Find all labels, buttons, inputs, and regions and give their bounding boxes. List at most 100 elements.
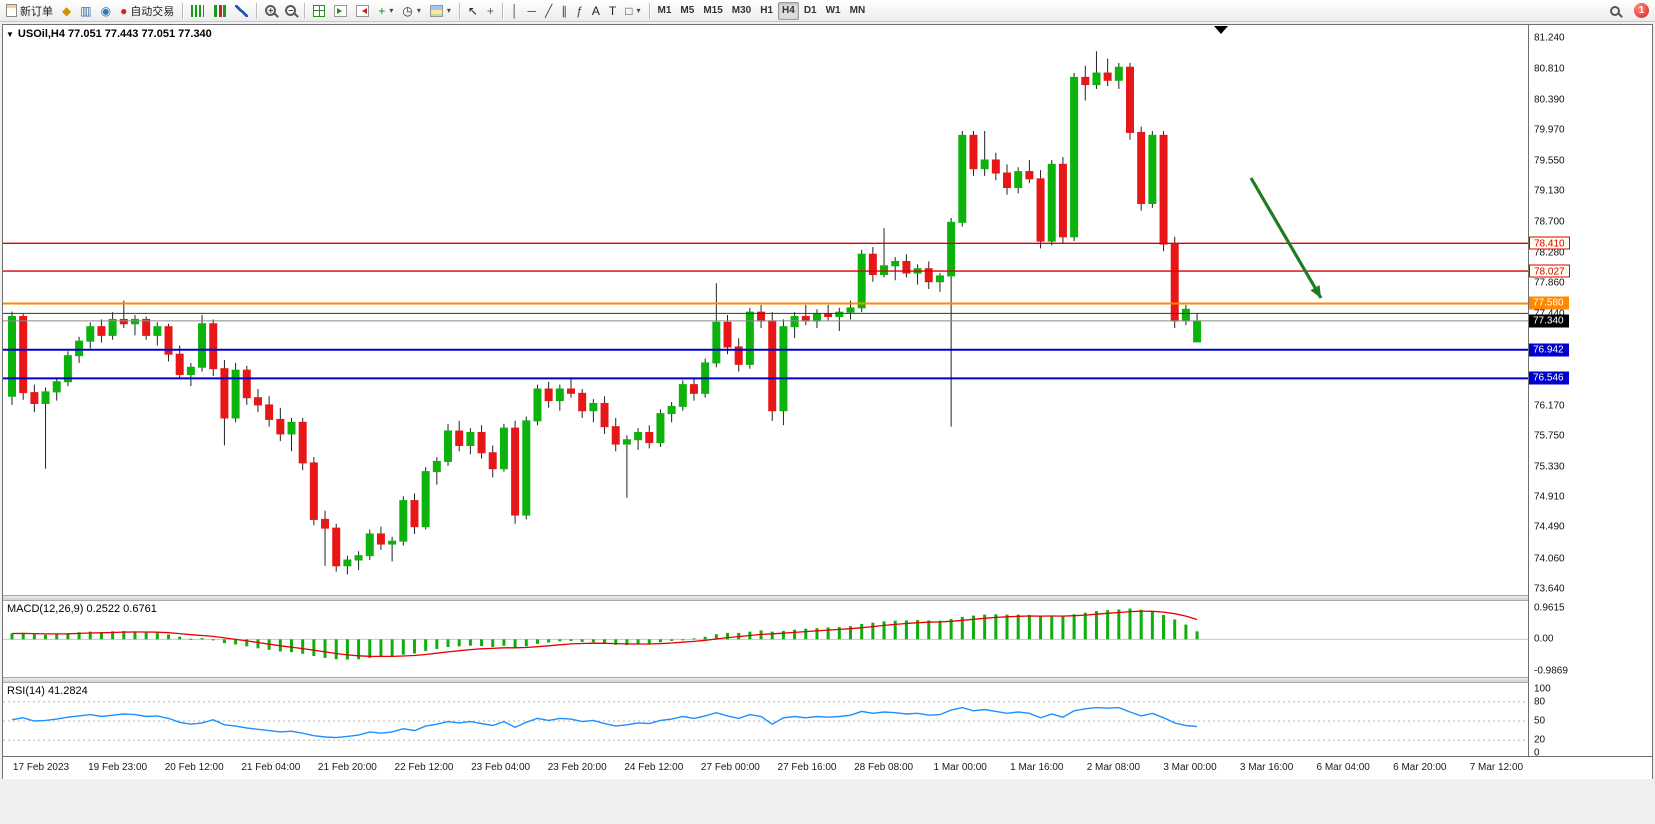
button-label: MN [849,5,866,16]
label-icon: T [608,3,617,18]
chart-shift-button[interactable] [352,2,373,20]
price-badge-77.580: 77.580 [1529,296,1569,310]
axis-label: 100 [1534,683,1551,695]
timeframe-m30[interactable]: M30 [728,2,755,20]
time-label: 20 Feb 12:00 [164,762,224,773]
time-axis[interactable]: 17 Feb 2023 19 Feb 23:00 20 Feb 12:00 21 Fe… [3,756,1652,779]
macd-chart-canvas[interactable] [3,601,1528,677]
tile-windows-icon [313,4,326,17]
toolbar-separator [256,2,258,19]
cursor-icon: ↖ [467,3,478,18]
horizontal-line-button[interactable]: ─ [523,2,540,20]
chart-symbol-title: ▼ USOil,H4 77.051 77.443 77.051 77.340 [6,28,212,40]
vertical-line-button[interactable]: │ [507,2,523,20]
profiles-button[interactable]: ▥ [76,2,95,20]
timeframe-w1[interactable]: W1 [822,2,845,20]
indicators-icon: + [378,3,386,18]
vertical-line-icon: │ [510,3,519,18]
line-chart-button[interactable] [231,2,252,20]
time-label: 24 Feb 12:00 [624,762,684,773]
price-badge-76.546: 76.546 [1529,371,1569,385]
dropdown-arrow-icon: ▾ [446,6,451,15]
fibonacci-button[interactable]: ƒ [572,2,587,20]
bar-chart-icon [191,4,205,17]
crosshair-button[interactable]: + [483,2,498,20]
timeframe-m15[interactable]: M15 [699,2,726,20]
chart-shift-marker[interactable] [1214,26,1228,34]
cursor-button[interactable]: ↖ [464,2,482,20]
indicators-button[interactable]: + ▾ [374,2,397,20]
text-button[interactable]: A [588,2,604,20]
autotrading-icon: ● [120,3,128,18]
axis-label: 80 [1534,696,1546,708]
rsi-chart-canvas[interactable] [3,683,1528,756]
timeframe-m5[interactable]: M5 [676,2,698,20]
channel-button[interactable]: ∥ [557,2,571,20]
macd-signal-line [11,610,1198,658]
zoom-out-icon [285,5,297,16]
axis-label: 79.130 [1534,185,1565,197]
dropdown-arrow-icon: ▾ [636,6,641,15]
notifications-badge[interactable]: 1 [1634,3,1649,18]
axis-label: 73.640 [1534,583,1565,595]
trend-arrow[interactable] [1249,177,1323,299]
shapes-button[interactable]: □ ▾ [621,2,644,20]
axis-label: 74.490 [1534,521,1565,533]
time-label: 23 Feb 04:00 [471,762,531,773]
templates-button[interactable]: ▾ [426,2,455,20]
price-panel: ▼ USOil,H4 77.051 77.443 77.051 77.340 [3,25,1528,595]
dropdown-arrow-icon: ▾ [389,6,394,15]
time-label: 27 Feb 00:00 [700,762,760,773]
time-label: 22 Feb 12:00 [394,762,454,773]
time-label: 6 Mar 20:00 [1393,762,1447,773]
price-axis[interactable]: 81.240 80.810 80.390 79.970 79.550 79.130 78.7… [1528,25,1652,759]
axis-label: 79.550 [1534,155,1565,167]
tile-windows-button[interactable] [309,2,329,20]
zoom-in-icon [265,5,277,16]
rsi-line [11,706,1198,739]
auto-scroll-button[interactable] [330,2,351,20]
bar-chart-button[interactable] [187,2,208,20]
trendline-button[interactable]: ╱ [541,2,556,20]
periods-icon: ◷ [402,3,413,18]
button-label: H4 [782,5,795,16]
price-chart-canvas[interactable] [3,25,1528,595]
axis-label: 0.00 [1534,633,1554,645]
timeframe-d1[interactable]: D1 [800,2,821,20]
time-label: 23 Feb 20:00 [547,762,607,773]
metaeditor-button[interactable]: ◆ [58,2,75,20]
candlestick-chart-button[interactable] [209,2,230,20]
market-watch-button[interactable]: ◉ [97,2,115,20]
time-label: 1 Mar 16:00 [1010,762,1064,773]
timeframe-mn[interactable]: MN [846,2,870,20]
toolbar-separator [304,2,306,19]
axis-label: 74.060 [1534,553,1565,565]
axis-label: 0 [1534,747,1540,759]
autotrading-button[interactable]: ● 自动交易 [116,2,178,20]
panel-splitter-rsi[interactable] [3,677,1652,683]
periods-button[interactable]: ◷ ▾ [398,2,425,20]
timeframe-m1[interactable]: M1 [654,2,676,20]
metaeditor-icon: ◆ [62,3,72,18]
axis-label: 81.240 [1534,32,1565,44]
time-label: 3 Mar 16:00 [1239,762,1294,773]
axis-label: -0.9869 [1534,665,1568,677]
zoom-in-button[interactable] [261,2,280,20]
search-button[interactable] [1606,2,1628,20]
label-button[interactable]: T [605,2,620,20]
axis-label: 50 [1534,715,1546,727]
panel-splitter-macd[interactable] [3,595,1652,601]
zoom-out-button[interactable] [281,2,300,20]
collapse-icon[interactable]: ▼ [6,29,14,39]
new-order-button[interactable]: 新订单 [2,2,57,20]
axis-label: 78.280 [1534,247,1565,259]
candles [8,51,1202,575]
time-label: 28 Feb 08:00 [854,762,914,773]
axis-label: 79.970 [1534,124,1565,136]
timeframe-h4[interactable]: H4 [778,1,799,20]
text-icon: A [591,3,600,18]
timeframe-h1[interactable]: H1 [756,2,777,20]
toolbar-separator [648,2,650,19]
new-order-icon [6,4,17,17]
